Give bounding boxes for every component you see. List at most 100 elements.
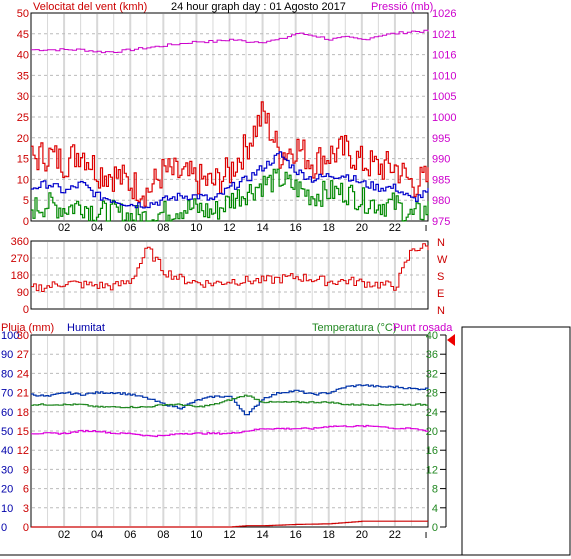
pressure-tick-label: 1016 [432,50,456,62]
hour-tick-label: 20 [356,222,368,234]
humidity-tick-label: 80 [1,368,13,380]
current-temp-marker-icon [447,334,455,346]
end-tick-label: ı [424,529,427,541]
hour-tick-label: 08 [157,222,169,234]
pressure-tick-label: 995 [432,133,450,145]
hour-tick-label: 02 [58,529,70,541]
compass-label: W [437,254,448,266]
humidity-tick-label: 0 [1,522,7,534]
humidity-axis-title: Humitat [67,322,105,334]
compass-column [436,241,448,309]
humidity-series-line [31,384,429,416]
compass-label: S [437,271,444,283]
wind-tick-label: 10 [17,174,29,186]
hour-tick-label: 06 [124,222,136,234]
temperature-tick-label: 40 [426,330,438,342]
temperature-tick-label: 28 [426,388,438,400]
wind-tick-label: 0 [23,216,29,228]
wind-tick-label: 15 [17,154,29,166]
wind-tick-label: 30 [17,91,29,103]
humidity-tick-label: 50 [1,426,13,438]
hour-tick-label: 04 [91,222,103,234]
hour-tick-label: 20 [356,529,368,541]
wind-axis-title: Velocitat del vent (kmh) [33,1,147,13]
temperature-axis-title: Temperatura (°C) [312,322,396,334]
hour-tick-label: 06 [124,529,136,541]
dewpoint-axis-title: Punt rosada [393,322,453,334]
hour-tick-label: 18 [323,222,335,234]
direction-tick-label: 90 [17,287,29,299]
hour-tick-label: 12 [223,222,235,234]
compass-label: N [437,305,445,317]
pressure-tick-label: 975 [432,216,450,228]
compass-label: E [437,288,444,300]
direction-tick-label: 270 [11,253,29,265]
hour-tick-label: 08 [157,529,169,541]
rain-series-line [31,520,428,528]
grids [32,14,427,526]
pressure-series-line [31,29,429,54]
rain-axis-title: Pluja (mm) [1,322,54,334]
tick-labels: 5045403530252015105010261021101610101005… [1,8,456,541]
wind-low-series-line [31,168,429,222]
pressure-tick-label: 1000 [432,112,456,124]
humidity-tick-label: 70 [1,388,13,400]
pressure-tick-label: 1021 [432,29,456,41]
temperature-tick-label: 0 [432,522,438,534]
hour-tick-label: 18 [323,529,335,541]
temperature-series-line [31,394,429,409]
humidity-tick-label: 20 [1,484,13,496]
temperature-tick-label: 36 [426,349,438,361]
rain-tick-label: 6 [23,484,29,496]
direction-tick-label: 360 [11,236,29,248]
humidity-tick-label: 40 [1,445,13,457]
hour-tick-label: 16 [290,222,302,234]
hour-tick-label: 14 [256,222,268,234]
wind-tick-label: 40 [17,50,29,62]
temperature-tick-label: 24 [426,407,438,419]
hour-tick-label: 22 [389,529,401,541]
hour-tick-label: 16 [290,529,302,541]
pressure-tick-label: 1026 [432,8,456,20]
humidity-tick-label: 10 [1,503,13,515]
hour-tick-label: 12 [223,529,235,541]
chart-title: 24 hour graph day : 01 Agosto 2017 [171,1,346,13]
pressure-tick-label: 985 [432,174,450,186]
wind-tick-label: 5 [23,195,29,207]
direction-tick-label: 0 [23,304,29,316]
hour-tick-label: 22 [389,222,401,234]
compass-label: N [437,237,445,249]
rain-tick-label: 18 [17,407,29,419]
pressure-tick-label: 980 [432,195,450,207]
wind-average-series-line [31,151,429,209]
pressure-axis-title: Pressió (mb) [371,1,433,13]
pressure-tick-label: 1010 [432,70,456,82]
wind-tick-label: 50 [17,8,29,20]
rain-tick-label: 15 [17,426,29,438]
temperature-tick-label: 20 [426,426,438,438]
wind-tick-label: 45 [17,29,29,41]
humidity-tick-label: 30 [1,464,13,476]
wind-tick-label: 20 [17,133,29,145]
hour-tick-label: 10 [190,222,202,234]
pressure-tick-label: 1005 [432,91,456,103]
rain-tick-label: 30 [17,330,29,342]
humidity-tick-label: 60 [1,407,13,419]
dewpoint-series-line [31,424,429,438]
humidity-tick-label: 90 [1,349,13,361]
temperature-tick-label: 32 [426,368,438,380]
direction-tick-label: 180 [11,270,29,282]
rain-tick-label: 12 [17,445,29,457]
rain-tick-label: 9 [23,464,29,476]
rain-tick-label: 21 [17,388,29,400]
wind-direction-series-line [31,243,429,292]
wind-tick-label: 35 [17,70,29,82]
bottom-right-frame [461,326,571,556]
wind-gust-series-line [31,101,429,207]
rain-tick-label: 3 [23,503,29,515]
temperature-tick-label: 16 [426,445,438,457]
pressure-tick-label: 990 [432,154,450,166]
temperature-tick-label: 8 [432,484,438,496]
